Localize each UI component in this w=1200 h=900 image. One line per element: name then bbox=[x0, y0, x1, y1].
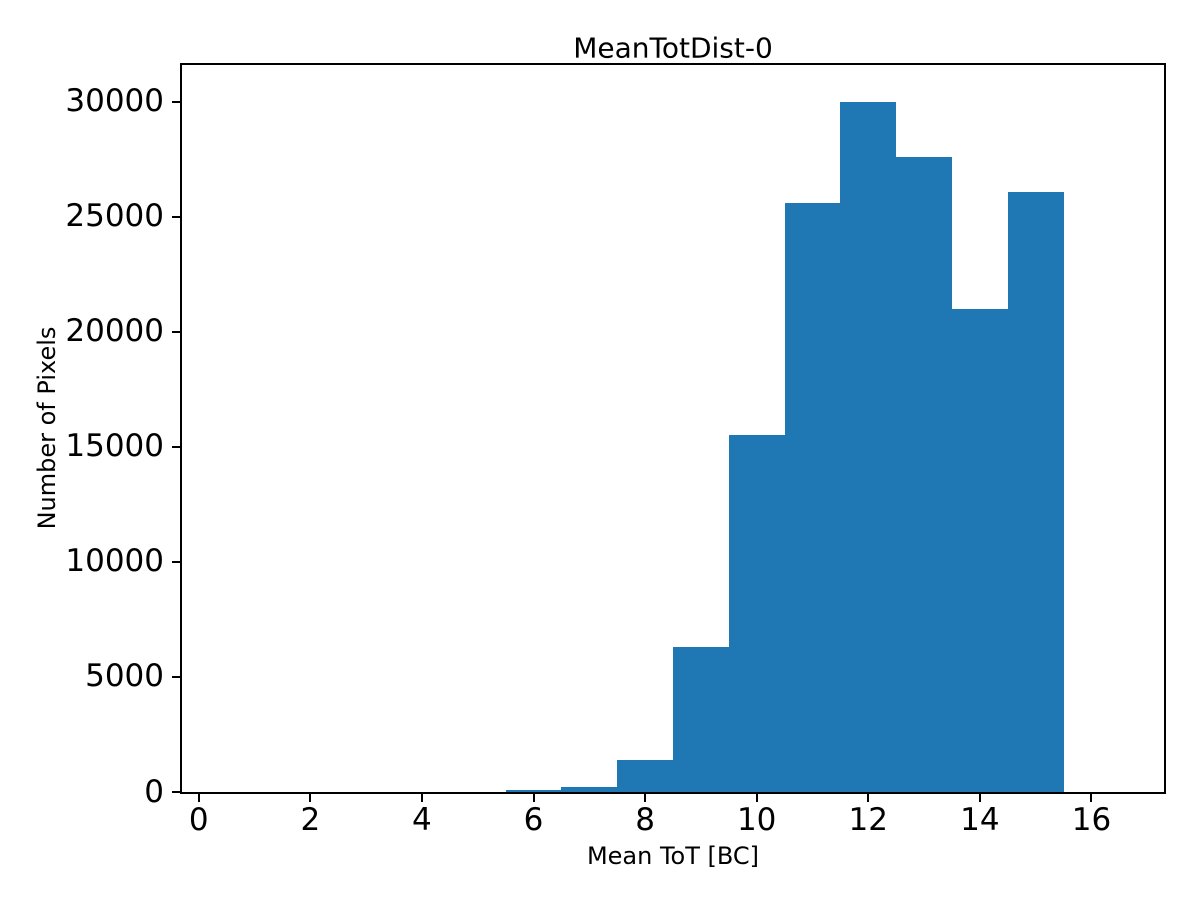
histogram-bar bbox=[561, 787, 618, 792]
x-tick-mark bbox=[420, 794, 423, 802]
x-tick-mark bbox=[1090, 794, 1093, 802]
y-tick-label: 25000 bbox=[65, 198, 164, 235]
x-tick-mark bbox=[309, 794, 312, 802]
y-axis-label: Number of Pixels bbox=[33, 326, 61, 530]
histogram-bar bbox=[896, 157, 952, 792]
x-tick-label: 16 bbox=[1071, 802, 1112, 838]
x-tick-label: 0 bbox=[188, 802, 209, 838]
x-tick-mark bbox=[755, 794, 758, 802]
x-tick-label: 10 bbox=[736, 802, 777, 838]
y-tick-label: 0 bbox=[144, 773, 164, 810]
histogram-bar bbox=[784, 203, 841, 792]
histogram-bar bbox=[617, 759, 673, 792]
y-tick-label: 15000 bbox=[65, 428, 164, 465]
histogram-bar bbox=[673, 647, 729, 792]
histogram-bar bbox=[951, 308, 1008, 792]
plot-area bbox=[180, 63, 1166, 794]
histogram-bar bbox=[728, 435, 785, 792]
x-tick-label: 4 bbox=[412, 802, 432, 838]
x-tick-label: 6 bbox=[523, 802, 544, 838]
x-tick-label: 8 bbox=[635, 802, 655, 838]
x-tick-mark bbox=[532, 794, 535, 802]
x-axis-label: Mean ToT [BC] bbox=[586, 842, 760, 870]
y-tick-label: 30000 bbox=[65, 83, 164, 120]
y-tick-label: 10000 bbox=[65, 543, 164, 580]
y-tick-mark bbox=[172, 560, 180, 563]
x-tick-label: 14 bbox=[960, 802, 1000, 838]
x-tick-label: 12 bbox=[848, 802, 889, 838]
x-tick-mark bbox=[197, 794, 200, 802]
x-tick-mark bbox=[867, 794, 870, 802]
y-tick-mark bbox=[172, 445, 180, 448]
x-tick-mark bbox=[644, 794, 647, 802]
y-tick-mark bbox=[172, 675, 180, 678]
y-tick-mark bbox=[172, 330, 180, 333]
y-tick-label: 20000 bbox=[65, 313, 164, 350]
x-tick-mark bbox=[978, 794, 981, 802]
histogram-bar bbox=[840, 101, 897, 792]
chart-title: MeanTotDist-0 bbox=[573, 31, 773, 65]
y-tick-mark bbox=[172, 791, 180, 793]
y-tick-mark bbox=[172, 215, 180, 218]
histogram-bar bbox=[1007, 191, 1064, 792]
histogram-bar bbox=[505, 789, 562, 792]
x-tick-label: 2 bbox=[300, 802, 321, 838]
y-tick-label: 5000 bbox=[85, 658, 164, 695]
y-tick-mark bbox=[172, 100, 180, 103]
